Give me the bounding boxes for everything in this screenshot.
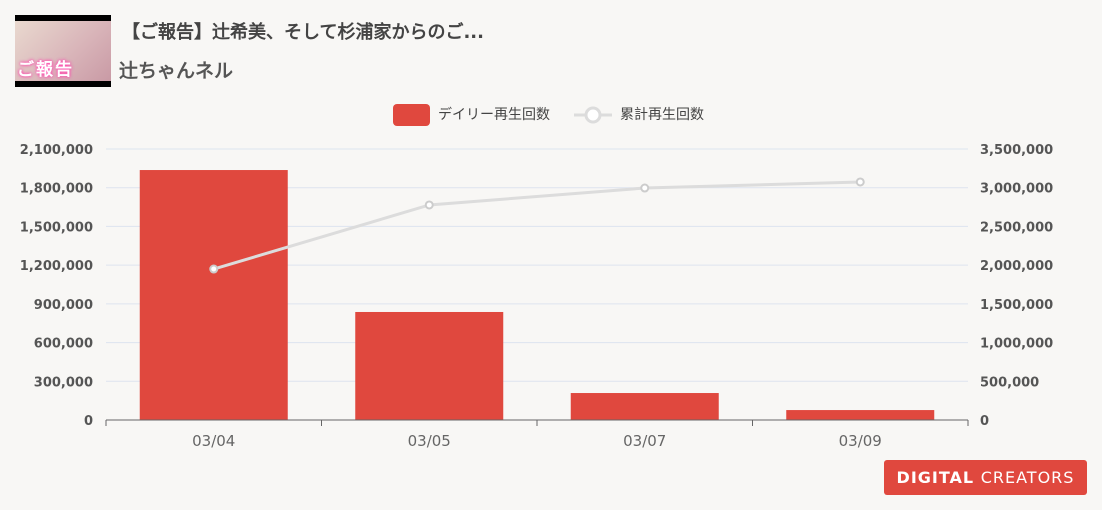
legend-line-marker [584, 106, 602, 124]
cumulative-point-03-04 [209, 264, 219, 274]
cumulative-point-03-05 [424, 200, 434, 210]
y-right-tick-label: 1,500,000 [980, 298, 1053, 313]
bar-daily-03-09 [786, 410, 935, 420]
y-right-tick-label: 3,500,000 [980, 143, 1053, 158]
digital-creators-logo: DIGITAL CREATORS [884, 460, 1087, 495]
logo-part2: CREATORS [980, 468, 1075, 487]
y-left-tick-label: 1,800,000 [20, 182, 93, 197]
legend-cumulative-label[interactable]: 累計再生回数 [620, 107, 704, 123]
y-right-tick-label: 2,500,000 [980, 220, 1053, 235]
y-left-tick-label: 0 [84, 414, 93, 429]
y-left-tick-label: 900,000 [34, 298, 93, 313]
logo-part1: DIGITAL [896, 468, 975, 487]
x-tick-label: 03/04 [192, 432, 235, 450]
x-tick-label: 03/09 [839, 432, 882, 450]
video-title[interactable]: 【ご報告】辻希美、そして杉浦家からのご... [122, 22, 484, 43]
y-left-tick-label: 2,100,000 [20, 143, 93, 158]
cumulative-line [213, 180, 861, 271]
bar-daily-03-04 [139, 170, 288, 420]
bar-daily-03-05 [355, 311, 504, 420]
y-left-tick-label: 1,200,000 [20, 259, 93, 274]
cumulative-point-03-07 [640, 183, 650, 193]
thumbnail-text: ご報告 [17, 60, 74, 80]
x-tick-label: 03/07 [623, 432, 666, 450]
thumbnail-image [15, 21, 111, 81]
legend-bar-swatch[interactable] [393, 104, 430, 126]
y-right-tick-label: 500,000 [980, 375, 1039, 390]
cumulative-point-03-09 [855, 177, 865, 187]
y-right-tick-label: 1,000,000 [980, 337, 1053, 352]
legend-daily-label[interactable]: デイリー再生回数 [438, 106, 550, 123]
y-left-tick-label: 600,000 [34, 337, 93, 352]
bar-daily-03-07 [570, 393, 719, 420]
video-thumbnail[interactable]: ご報告 [15, 15, 111, 87]
y-right-tick-label: 2,000,000 [980, 259, 1053, 274]
y-left-tick-label: 300,000 [34, 375, 93, 390]
x-tick-label: 03/05 [408, 432, 451, 450]
channel-name[interactable]: 辻ちゃんネル [119, 60, 234, 82]
y-right-tick-label: 3,000,000 [980, 182, 1053, 197]
y-right-tick-label: 0 [980, 414, 989, 429]
y-left-tick-label: 1,500,000 [20, 220, 93, 235]
